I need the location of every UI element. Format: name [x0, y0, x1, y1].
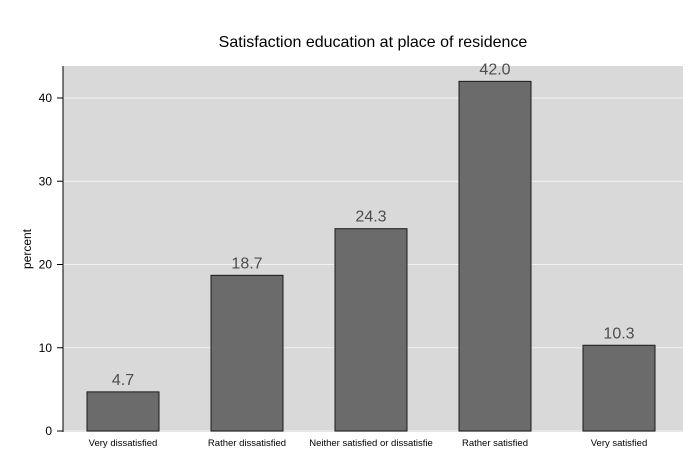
data-label-4: 10.3 [603, 325, 634, 342]
category-label-1: Rather dissatisfied [208, 438, 286, 449]
category-label-0: Very dissatisfied [89, 438, 158, 449]
y-axis-label: percent [20, 228, 34, 269]
y-tick-label-3: 30 [39, 174, 53, 188]
bar-1 [210, 274, 284, 432]
bar-0 [86, 391, 160, 432]
data-label-3: 42.0 [479, 61, 510, 78]
bar-4 [582, 344, 656, 432]
y-axis: 0 10 20 30 40 [39, 66, 64, 438]
bar-3 [458, 80, 532, 432]
category-label-4: Very satisfied [591, 438, 648, 449]
y-tick-label-2: 20 [39, 258, 53, 272]
bar-2 [334, 228, 408, 432]
y-tick-label-4: 40 [39, 91, 53, 105]
category-label-2: Neither satisfied or dissatisfie [309, 438, 433, 449]
x-axis: Very dissatisfied Rather dissatisfied Neit… [89, 438, 648, 449]
bars [86, 80, 656, 432]
y-tick-label-1: 10 [39, 341, 53, 355]
data-label-1: 18.7 [231, 255, 262, 272]
data-labels: 4.7 18.7 24.3 42.0 10.3 [112, 61, 635, 389]
data-label-2: 24.3 [355, 209, 386, 226]
y-tick-label-0: 0 [45, 424, 52, 438]
chart-title: Satisfaction education at place of resid… [219, 34, 528, 51]
data-label-0: 4.7 [112, 372, 134, 389]
category-label-3: Rather satisfied [462, 438, 528, 449]
